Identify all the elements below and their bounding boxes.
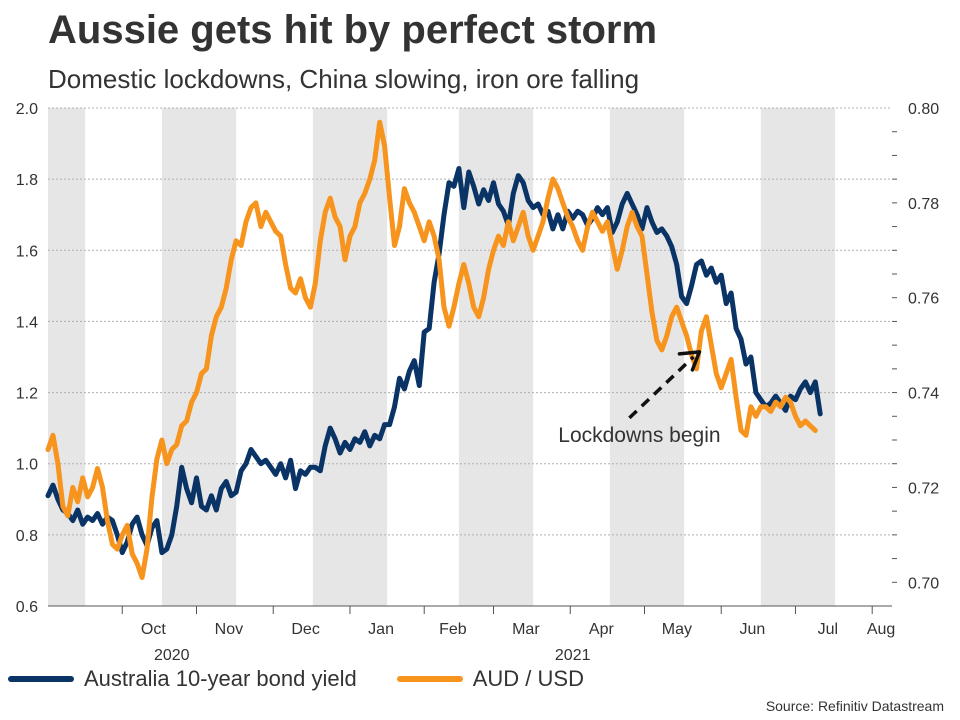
- annotation: Lockdowns begin: [558, 350, 721, 447]
- y-left-tick-label: 0.8: [16, 528, 38, 545]
- shaded-month-bands: [48, 108, 836, 606]
- x-year-label: 2020: [154, 647, 190, 664]
- y-left-tick-label: 1.4: [16, 314, 38, 331]
- legend-swatch-aud-usd: [396, 676, 463, 682]
- x-month-label: Dec: [291, 621, 319, 638]
- x-month-label: Aug: [867, 621, 895, 638]
- y-left-tick-label: 2.0: [16, 101, 38, 118]
- y-right-tick-label: 0.78: [908, 196, 939, 213]
- legend: Australia 10-year bond yield AUD / USD: [8, 664, 624, 694]
- annotation-label: Lockdowns begin: [558, 424, 720, 447]
- x-month-label: Feb: [439, 621, 467, 638]
- y-left-tick-label: 1.6: [16, 243, 38, 260]
- y-left-tick-label: 1.8: [16, 172, 38, 189]
- y-right-tick-label: 0.72: [908, 480, 939, 497]
- shaded-band: [609, 108, 685, 606]
- series-lines: [45, 119, 823, 580]
- y-right-tick-label: 0.74: [908, 386, 939, 403]
- chart-title: Aussie gets hit by perfect storm: [48, 8, 658, 52]
- legend-item-bond-yield: Australia 10-year bond yield: [8, 666, 357, 692]
- series-line-bond-yield: [45, 166, 823, 556]
- shaded-band: [312, 108, 388, 606]
- x-month-label: Jan: [368, 621, 394, 638]
- y-left-tick-label: 1.0: [16, 457, 38, 474]
- y-left-tick-label: 1.2: [16, 386, 38, 403]
- x-month-label: Jun: [739, 621, 765, 638]
- legend-item-aud-usd: AUD / USD: [396, 666, 584, 692]
- source-note: Source: Refinitiv Datastream: [765, 698, 944, 714]
- x-month-label: May: [662, 621, 692, 638]
- y-right-tick-label: 0.76: [908, 291, 939, 308]
- x-year-label: 2021: [555, 647, 591, 664]
- y-right-tick-label: 0.70: [908, 575, 939, 592]
- x-month-label: Nov: [215, 621, 243, 638]
- x-month-label: Oct: [141, 621, 166, 638]
- legend-label-bond-yield: Australia 10-year bond yield: [84, 666, 357, 691]
- chart-subtitle: Domestic lockdowns, China slowing, iron …: [48, 64, 640, 94]
- series-line-aud-usd: [45, 119, 818, 580]
- y-right-tick-label: 0.80: [908, 101, 939, 118]
- x-month-label: Mar: [512, 621, 540, 638]
- x-month-label: Apr: [589, 621, 615, 638]
- y-left-tick-label: 0.6: [16, 599, 38, 616]
- legend-swatch-bond-yield: [8, 676, 74, 682]
- shaded-band: [760, 108, 836, 606]
- legend-label-aud-usd: AUD / USD: [472, 666, 584, 691]
- x-month-label: Jul: [818, 621, 838, 638]
- axes: 0.6 0.8 1.0 1.2 1.4 1.6 1.8 2.0 0.70 0.72 0.74 0.76…: [16, 101, 939, 664]
- shaded-band: [48, 108, 86, 606]
- annotation-arrow-line: [628, 355, 695, 420]
- annotation-arrow-head: [677, 350, 702, 372]
